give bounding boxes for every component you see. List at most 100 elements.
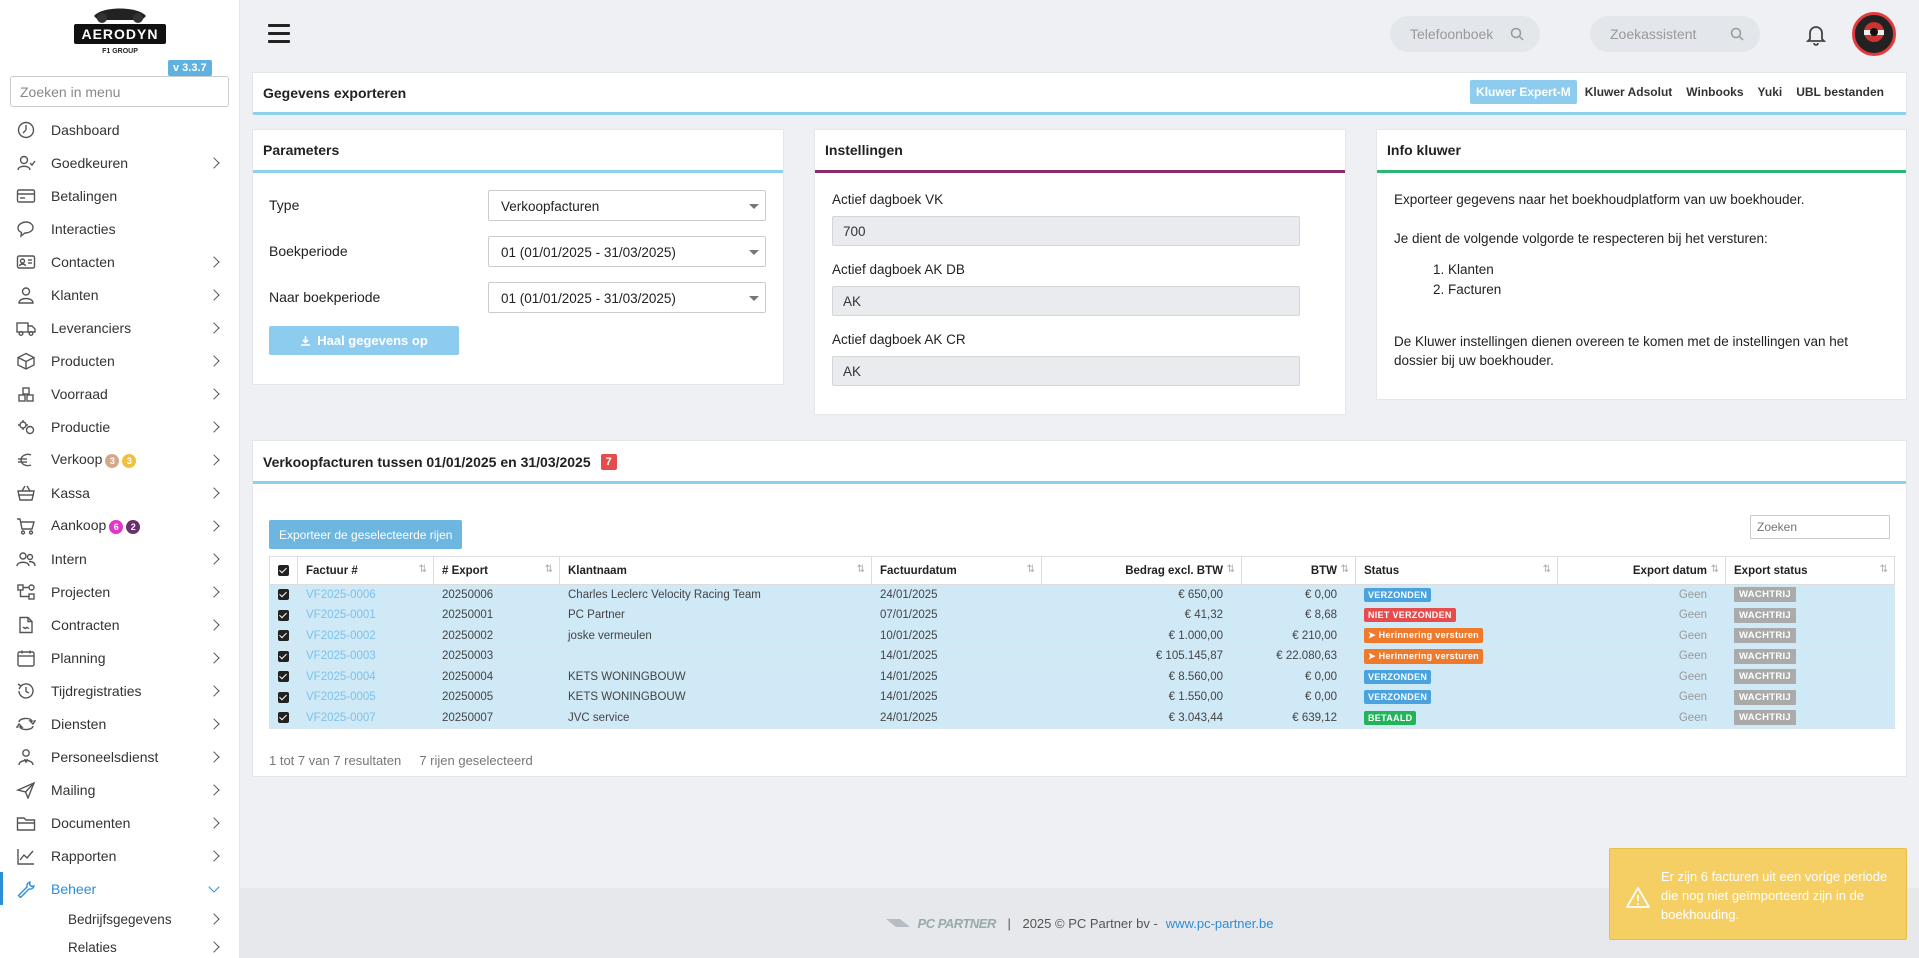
assistant-search-input[interactable]: Zoekassistent — [1590, 16, 1760, 52]
menu-search-input[interactable] — [10, 76, 229, 107]
col-invoice[interactable]: Factuur # — [297, 556, 434, 585]
export-tab-kluwer-expert-m[interactable]: Kluwer Expert-M — [1470, 80, 1577, 104]
sidebar-item-producten[interactable]: Producten — [0, 344, 239, 377]
invoice-number-link[interactable]: VF2025-0002 — [297, 625, 434, 647]
col-export-status[interactable]: Export status — [1725, 556, 1895, 585]
warning-toast[interactable]: Er zijn 6 facturen uit een vorige period… — [1609, 848, 1907, 940]
export-tab-winbooks[interactable]: Winbooks — [1686, 85, 1744, 99]
fetch-data-button[interactable]: Haal gegevens op — [269, 326, 459, 355]
sidebar-item-intern[interactable]: Intern — [0, 542, 239, 575]
row-checkbox[interactable] — [278, 650, 289, 662]
invoice-number-link[interactable]: VF2025-0005 — [297, 686, 434, 708]
col-export-date[interactable]: Export datum — [1557, 556, 1726, 585]
invoice-number-link[interactable]: VF2025-0007 — [297, 707, 434, 729]
invoice-number-link[interactable]: VF2025-0004 — [297, 666, 434, 688]
to-period-select[interactable]: 01 (01/01/2025 - 31/03/2025) — [488, 282, 766, 313]
col-vat[interactable]: BTW — [1241, 556, 1356, 585]
info-panel: Info kluwer Exporteer gegevens naar het … — [1376, 129, 1907, 400]
sidebar-item-klanten[interactable]: Klanten — [0, 278, 239, 311]
row-select-cell[interactable] — [269, 707, 298, 729]
table-row[interactable]: VF2025-0001 20250001 PC Partner 07/01/2025 €… — [269, 604, 1895, 626]
row-select-cell[interactable] — [269, 645, 298, 667]
table-row[interactable]: VF2025-0004 20250004 KETS WONINGBOUW 14/01/… — [269, 666, 1895, 688]
sidebar-item-dashboard[interactable]: Dashboard — [0, 113, 239, 146]
period-select[interactable]: 01 (01/01/2025 - 31/03/2025) — [488, 236, 766, 267]
sidebar-item-rapporten[interactable]: Rapporten — [0, 839, 239, 872]
settings-panel: Instellingen Actief dagboek VK 700 Actie… — [814, 129, 1346, 415]
sidebar-item-label: Betalingen — [51, 187, 118, 204]
export-tab-kluwer-adsolut[interactable]: Kluwer Adsolut — [1584, 85, 1673, 99]
sidebar-item-productie[interactable]: Productie — [0, 410, 239, 443]
menu-toggle-icon[interactable] — [268, 24, 290, 44]
sidebar-subitem-relaties[interactable]: Relaties — [0, 933, 239, 958]
services-icon — [15, 715, 37, 733]
col-export[interactable]: # Export — [433, 556, 560, 585]
row-checkbox[interactable] — [278, 630, 289, 642]
export-number: 20250003 — [433, 645, 560, 667]
sidebar-item-beheer[interactable]: Beheer — [0, 872, 239, 905]
export-tab-ubl-bestanden[interactable]: UBL bestanden — [1796, 85, 1884, 99]
info-step-1: 1. Klanten — [1433, 262, 1494, 277]
col-customer[interactable]: Klantnaam — [559, 556, 872, 585]
invoice-number-link[interactable]: VF2025-0006 — [297, 584, 434, 606]
sidebar-subitem-bedrijfsgegevens[interactable]: Bedrijfsgegevens — [0, 905, 239, 933]
row-checkbox[interactable] — [278, 671, 289, 683]
row-checkbox[interactable] — [278, 609, 289, 621]
col-status[interactable]: Status — [1355, 556, 1558, 585]
row-checkbox[interactable] — [278, 691, 289, 703]
select-all-header[interactable] — [269, 556, 298, 585]
user-avatar[interactable] — [1852, 12, 1896, 56]
sidebar-item-interacties[interactable]: Interacties — [0, 212, 239, 245]
col-amount[interactable]: Bedrag excl. BTW — [1041, 556, 1242, 585]
table-row[interactable]: VF2025-0007 20250007 JVC service 24/01/2025… — [269, 707, 1895, 729]
sidebar-item-planning[interactable]: Planning — [0, 641, 239, 674]
row-select-cell[interactable] — [269, 666, 298, 688]
chevron-icon — [208, 585, 220, 598]
type-select[interactable]: Verkoopfacturen — [488, 190, 766, 221]
sidebar-item-label: Verkoop 3 3 — [51, 451, 210, 468]
row-select-cell[interactable] — [269, 625, 298, 647]
sidebar-item-kassa[interactable]: Kassa — [0, 476, 239, 509]
row-select-cell[interactable] — [269, 604, 298, 626]
pc-partner-link[interactable]: www.pc-partner.be — [1165, 915, 1274, 931]
select-all-checkbox[interactable] — [278, 564, 289, 576]
row-checkbox[interactable] — [278, 589, 289, 601]
sidebar-item-mailing[interactable]: Mailing — [0, 773, 239, 806]
invoice-date: 14/01/2025 — [871, 686, 1042, 708]
export-tab-yuki[interactable]: Yuki — [1757, 85, 1783, 99]
table-row[interactable]: VF2025-0003 20250003 14/01/2025 € 105.145,8… — [269, 645, 1895, 667]
status-badge: NIET VERZONDEN — [1364, 608, 1456, 623]
sidebar-item-voorraad[interactable]: Voorraad — [0, 377, 239, 410]
sidebar-item-leveranciers[interactable]: Leveranciers — [0, 311, 239, 344]
table-row[interactable]: VF2025-0006 20250006 Charles Leclerc Veloc… — [269, 584, 1895, 606]
row-checkbox[interactable] — [278, 712, 289, 724]
invoice-count-badge: 7 — [600, 453, 617, 470]
invoices-title: Verkoopfacturen tussen 01/01/2025 en 31/… — [263, 453, 591, 470]
phonebook-search-input[interactable]: Telefoonboek — [1390, 16, 1540, 52]
export-selected-button[interactable]: Exporteer de geselecteerde rijen — [269, 520, 463, 549]
sidebar-item-verkoop[interactable]: Verkoop 3 3 — [0, 443, 239, 476]
table-row[interactable]: VF2025-0002 20250002 joske vermeulen 10/01/… — [269, 625, 1895, 647]
sidebar-item-diensten[interactable]: Diensten — [0, 707, 239, 740]
sidebar-item-contacten[interactable]: Contacten — [0, 245, 239, 278]
col-date[interactable]: Factuurdatum — [871, 556, 1042, 585]
invoice-date: 24/01/2025 — [871, 584, 1042, 606]
notification-bell-icon[interactable] — [1804, 22, 1828, 46]
sidebar-item-label: Dashboard — [51, 121, 120, 138]
invoice-number-link[interactable]: VF2025-0001 — [297, 604, 434, 626]
row-select-cell[interactable] — [269, 584, 298, 606]
sidebar-item-personeelsdienst[interactable]: Personeelsdienst — [0, 740, 239, 773]
invoice-number-link[interactable]: VF2025-0003 — [297, 645, 434, 667]
pc-partner-logo-icon — [885, 919, 910, 927]
sidebar-item-contracten[interactable]: Contracten — [0, 608, 239, 641]
sidebar-item-tijdregistraties[interactable]: Tijdregistraties — [0, 674, 239, 707]
sidebar-item-documenten[interactable]: Documenten — [0, 806, 239, 839]
sidebar-item-goedkeuren[interactable]: Goedkeuren — [0, 146, 239, 179]
sidebar-item-aankoop[interactable]: Aankoop 6 2 — [0, 509, 239, 542]
row-select-cell[interactable] — [269, 686, 298, 708]
sidebar-item-betalingen[interactable]: Betalingen — [0, 179, 239, 212]
aerodyn-logo[interactable]: AERODYN F1 GROUP — [72, 2, 168, 56]
table-search-input[interactable] — [1750, 515, 1890, 539]
table-row[interactable]: VF2025-0005 20250005 KETS WONINGBOUW 14/01/… — [269, 686, 1895, 708]
sidebar-item-projecten[interactable]: Projecten — [0, 575, 239, 608]
